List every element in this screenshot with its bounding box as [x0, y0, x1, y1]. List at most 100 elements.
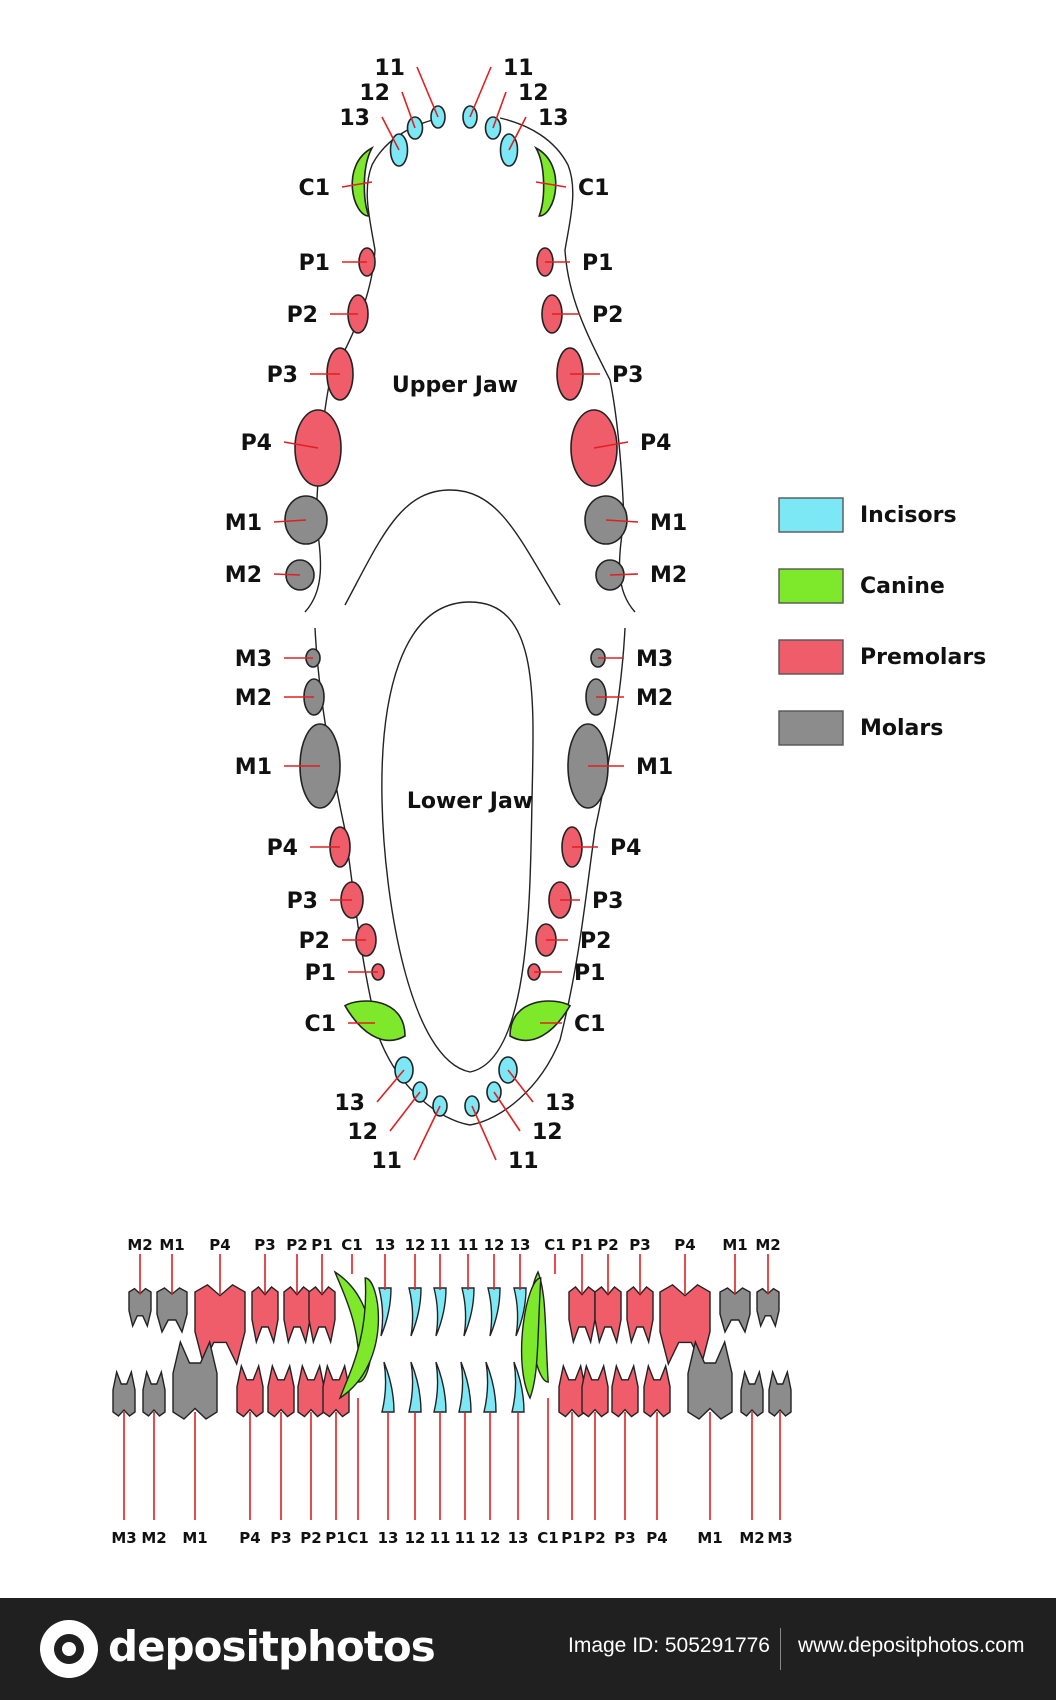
arch-tooth-label: M1 [235, 755, 272, 780]
side-tooth-label: M2 [739, 1529, 764, 1547]
arch-tooth-premolar: P2 [299, 923, 377, 957]
tooth-shape [267, 1363, 295, 1418]
tooth-shape [322, 1363, 350, 1418]
arch-tooth-canine: C1 [509, 1000, 605, 1042]
side-lower-tooth-premolar: P3 [611, 1363, 639, 1547]
side-tooth-label: P4 [209, 1236, 230, 1254]
side-lower-tooth-molar: M2 [739, 1369, 765, 1547]
tooth-shape [509, 1000, 572, 1042]
tooth-shape [308, 1286, 336, 1345]
tooth-shape [343, 1000, 406, 1042]
legend-swatch [778, 710, 844, 746]
arch-tooth-premolar: P3 [267, 347, 354, 401]
side-lower-tooth-premolar: P4 [236, 1363, 264, 1547]
tooth-shape [283, 1286, 311, 1345]
leader-line [508, 116, 527, 151]
tooth-shape [142, 1369, 166, 1417]
arch-tooth-molar: M2 [225, 559, 315, 591]
side-tooth-label: P2 [300, 1529, 321, 1547]
side-lower-tooth-premolar: P2 [297, 1363, 325, 1547]
side-tooth-label: P4 [674, 1236, 695, 1254]
arch-tooth-label: P2 [299, 929, 330, 954]
side-view-rows: M2 M1 P4 P3 P2 P1 C1 13 12 11 11 12 13 C1 P1 P2 P3 P4 M1 M2… [111, 1236, 792, 1547]
side-lower-tooth-incisor: 12 [405, 1361, 425, 1547]
arch-tooth-incisor: 13 [334, 1056, 414, 1116]
arch-tooth-incisor: 12 [484, 81, 549, 140]
site-url[interactable]: www.depositphotos.com [798, 1634, 1025, 1657]
tooth-shape [659, 1283, 711, 1367]
arch-tooth-incisor: 12 [347, 1081, 428, 1145]
arch-tooth-molar: M3 [590, 647, 673, 672]
side-tooth-label: M1 [159, 1236, 184, 1254]
side-upper-tooth-premolar: P2 [594, 1236, 622, 1345]
side-tooth-label: M2 [127, 1236, 152, 1254]
side-upper-tooth-premolar: P4 [194, 1236, 246, 1367]
arch-tooth-label: 13 [538, 106, 569, 131]
leader-line [413, 1105, 441, 1161]
arch-tooth-premolar: P1 [299, 247, 376, 277]
arch-tooth-premolar: P3 [548, 881, 623, 919]
side-tooth-label: P3 [270, 1529, 291, 1547]
side-upper-tooth-premolar: P2 [283, 1236, 311, 1345]
arch-tooth-molar: M2 [235, 678, 325, 716]
arch-tooth-label: P4 [640, 431, 671, 456]
side-tooth-label: M3 [767, 1529, 792, 1547]
side-upper-tooth-premolar: P3 [251, 1236, 279, 1345]
arch-tooth-label: P3 [267, 363, 298, 388]
tooth-shape [568, 1286, 596, 1345]
tooth-shape [533, 146, 557, 217]
tooth-shape [513, 1287, 527, 1337]
side-tooth-label: 11 [455, 1529, 476, 1547]
arch-tooth-label: M1 [225, 511, 262, 536]
side-lower-tooth-premolar: P2 [581, 1363, 609, 1547]
jaw-outline-curve [381, 601, 534, 1073]
arch-tooth-premolar: P2 [535, 923, 611, 957]
legend-swatch [778, 497, 844, 533]
arch-tooth-molar: M1 [567, 723, 673, 809]
side-tooth-label: P3 [254, 1236, 275, 1254]
image-id: Image ID: 505291776 [568, 1634, 770, 1657]
arch-tooth-label: P3 [592, 889, 623, 914]
footer-divider [780, 1628, 781, 1670]
arch-tooth-premolar: P4 [561, 826, 641, 868]
tooth-shape [461, 1287, 475, 1337]
tooth-shape [194, 1283, 246, 1367]
leader-line [416, 66, 439, 118]
side-tooth-label: P4 [239, 1529, 260, 1547]
leader-line [273, 573, 301, 576]
side-tooth-label: 11 [458, 1236, 479, 1254]
arch-tooth-canine: C1 [533, 146, 609, 217]
arch-tooth-premolar: P1 [305, 961, 385, 986]
tooth-shape [338, 1277, 380, 1400]
side-lower-tooth-incisor: 12 [480, 1361, 500, 1547]
arch-tooth-premolar: P1 [527, 961, 605, 986]
side-tooth-label: 13 [508, 1529, 529, 1547]
arch-tooth-molar: M3 [235, 647, 321, 672]
side-tooth-label: 13 [378, 1529, 399, 1547]
arch-tooth-label: C1 [305, 1012, 336, 1037]
side-tooth-label: P2 [286, 1236, 307, 1254]
side-upper-tooth-incisor: 13 [510, 1236, 530, 1337]
leader-line [492, 91, 507, 129]
leader-line [507, 1069, 534, 1103]
leader-line [389, 1091, 421, 1132]
side-upper-tooth-premolar: P4 [659, 1236, 711, 1367]
arch-tooth-label: C1 [578, 176, 609, 201]
leader-line [469, 66, 492, 118]
jaw-outline-curve [469, 627, 626, 1126]
arch-teeth: 111213C1P1P2P3P4M1M2111213C1P1P2P3P4M1M2… [225, 56, 687, 1174]
side-tooth-label: P3 [629, 1236, 650, 1254]
arch-tooth-label: P4 [241, 431, 272, 456]
arch-tooth-label: M3 [235, 647, 272, 672]
footer-bar: depositphotos Image ID: 505291776 www.de… [0, 1598, 1056, 1700]
arch-tooth-premolar: P4 [267, 826, 351, 868]
arch-tooth-label: 12 [532, 1120, 563, 1145]
tooth-shape [408, 1361, 422, 1413]
arch-tooth-incisor: 11 [464, 1095, 539, 1174]
side-tooth-label: 12 [484, 1236, 505, 1254]
side-upper-tooth-incisor: 12 [484, 1236, 505, 1337]
side-upper-tooth-molar: M1 [719, 1236, 751, 1334]
arch-tooth-canine: C1 [299, 146, 375, 217]
arch-tooth-label: 11 [508, 1149, 539, 1174]
side-tooth-label: C1 [537, 1529, 558, 1547]
